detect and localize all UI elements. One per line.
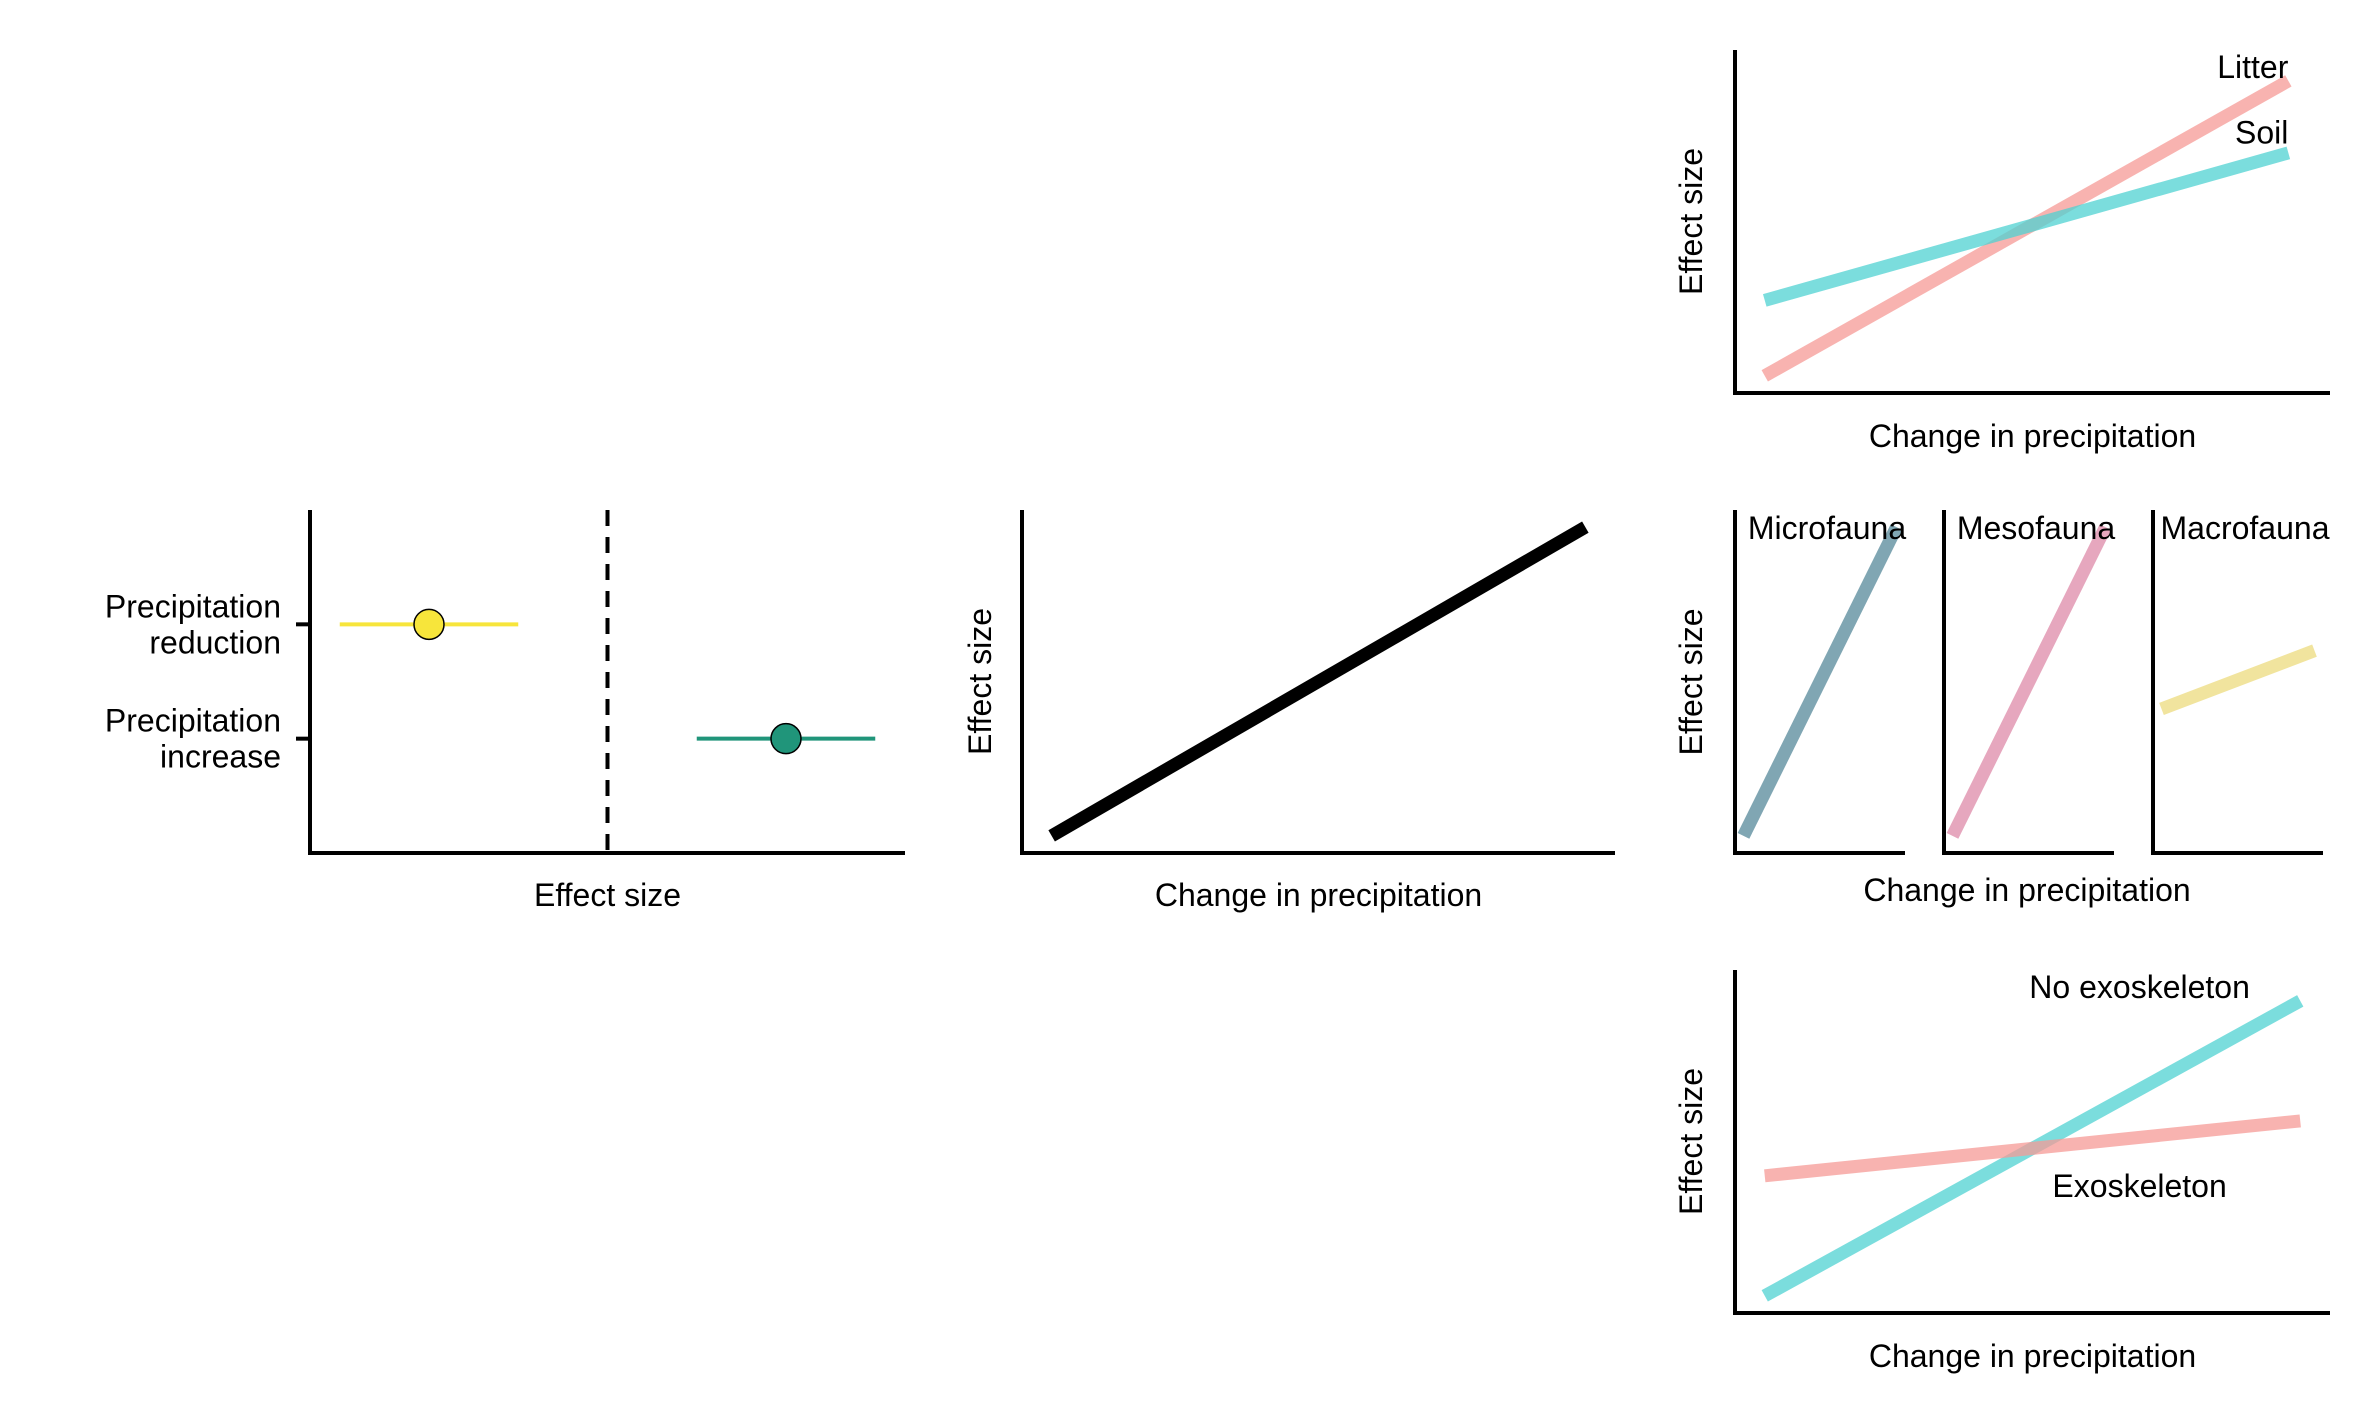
regression-line-microfauna [1737,524,1903,839]
point-estimate [770,722,802,755]
point-estimate [413,608,445,641]
series-label-exoskeleton: Exoskeleton [2052,1168,2226,1204]
y-tick-label: Precipitation [105,588,281,624]
habitat-regression-panel: Litter Soil Change in precipitation Effect … [1673,49,2330,454]
y-tick-label: Precipitation [105,703,281,739]
forest-plot-panel: PrecipitationreductionPrecipitationincre… [105,510,905,913]
exoskeleton-regression-panel: No exoskeleton Exoskeleton Change in preci… [1673,969,2330,1374]
y-axis-label: Effect size [1673,148,1709,295]
x-axis-label: Change in precipitation [1863,872,2190,908]
series-label-no-exoskeleton: No exoskeleton [2029,969,2250,1005]
x-axis-label: Change in precipitation [1869,418,2196,454]
series-label-litter: Litter [2217,49,2288,85]
facet-label-macrofauna: Macrofauna [2161,510,2330,546]
x-axis-label: Effect size [534,877,681,913]
facet-label-mesofauna: Mesofauna [1957,510,2116,546]
x-axis-label: Change in precipitation [1869,1338,2196,1374]
regression-line-exoskeleton [1764,1114,2301,1183]
facet-label-microfauna: Microfauna [1748,510,1907,546]
y-tick-label: reduction [149,624,281,660]
regression-line-macrofauna [2159,644,2317,716]
regression-line-soil [1762,146,2291,307]
y-tick-label: increase [160,739,281,775]
y-axis-label: Effect size [1673,1068,1709,1215]
y-axis-label: Effect size [1673,608,1709,755]
overall-regression-panel: Change in precipitation Effect size [962,510,1615,913]
body-size-regression-panel: Microfauna Mesofauna Macrofauna Change in p… [1673,510,2330,908]
regression-line-mesofauna [1946,524,2112,839]
y-axis-label: Effect size [962,608,998,755]
regression-line [1048,521,1589,842]
series-label-soil: Soil [2235,114,2288,150]
x-axis-label: Change in precipitation [1155,877,1482,913]
